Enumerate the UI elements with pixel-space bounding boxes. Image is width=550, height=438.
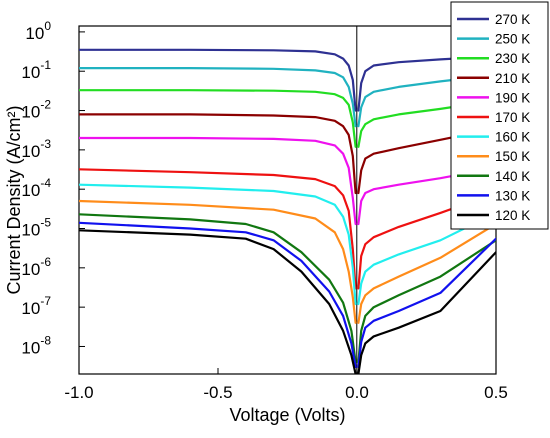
y-tick-exponent: -2 xyxy=(40,98,51,112)
plot-frame xyxy=(78,25,497,375)
y-tick-label: 10-1 xyxy=(21,58,51,82)
legend: 270 K 250 K 230 K 210 K 190 K 170 K 160 K 150 K… xyxy=(450,1,549,230)
y-tick-exponent: -6 xyxy=(40,255,51,269)
series-line-120k-right xyxy=(357,251,496,374)
series-line-190k-left xyxy=(79,136,357,226)
series-line-140k-right xyxy=(357,239,496,364)
y-tick-base: 10 xyxy=(25,24,44,43)
series-line-140k-left xyxy=(79,213,357,364)
ticks-layer: -1.0 -0.5 0.0 0.510010-110-210-310-410-510-… xyxy=(21,19,507,402)
y-tick-base: 10 xyxy=(21,221,40,240)
y-tick-base: 10 xyxy=(21,142,40,161)
x-axis-title: Voltage (Volts) xyxy=(229,405,345,425)
y-tick-exponent: 0 xyxy=(44,19,51,33)
series-line-210k-right xyxy=(357,127,496,195)
series-line-120k-left xyxy=(79,229,357,374)
series-line-270k-right xyxy=(357,55,496,112)
y-tick-base: 10 xyxy=(21,103,40,122)
y-tick-exponent: -4 xyxy=(40,176,51,190)
series-layer xyxy=(79,48,496,374)
y-tick-label: 10-7 xyxy=(21,294,51,318)
y-tick-base: 10 xyxy=(21,63,40,82)
series-line-210k-left xyxy=(79,113,357,195)
y-tick-base: 10 xyxy=(21,299,40,318)
y-tick-label: 10-8 xyxy=(21,333,51,357)
y-tick-label: 10-4 xyxy=(21,176,51,200)
y-tick-base: 10 xyxy=(21,260,40,279)
legend-label: 140 K xyxy=(495,169,530,184)
series-line-170k-right xyxy=(357,191,496,290)
series-line-170k-left xyxy=(79,168,357,290)
series-line-150k-left xyxy=(79,199,357,324)
series-line-230k-right xyxy=(357,99,496,148)
series-line-160k-left xyxy=(79,183,357,306)
y-tick-base: 10 xyxy=(21,338,40,357)
legend-label: 150 K xyxy=(495,149,530,164)
legend-label: 120 K xyxy=(495,208,530,223)
series-line-190k-right xyxy=(357,166,496,226)
series-line-150k-right xyxy=(357,222,496,324)
y-tick-exponent: -8 xyxy=(40,333,51,347)
y-tick-exponent: -1 xyxy=(40,58,51,72)
legend-label: 160 K xyxy=(495,130,530,145)
y-tick-label: 10-2 xyxy=(21,98,51,122)
series-line-250k-right xyxy=(357,73,496,128)
series-line-160k-right xyxy=(357,211,496,306)
legend-label: 190 K xyxy=(495,90,530,105)
legend-label: 250 K xyxy=(495,32,530,47)
series-line-270k-left xyxy=(79,48,357,112)
y-tick-base: 10 xyxy=(21,181,40,200)
series-line-230k-left xyxy=(79,89,357,148)
y-tick-exponent: -3 xyxy=(40,137,51,151)
y-tick-exponent: -5 xyxy=(40,216,51,230)
series-line-130k-left xyxy=(79,221,357,369)
series-line-250k-left xyxy=(79,66,357,128)
legend-label: 230 K xyxy=(495,51,530,66)
x-tick-label: 0.0 xyxy=(345,383,369,402)
x-tick-label: 0.5 xyxy=(484,383,508,402)
x-tick-label: -0.5 xyxy=(203,383,232,402)
legend-label: 270 K xyxy=(495,12,530,27)
legend-label: 130 K xyxy=(495,188,530,203)
y-axis-title: Current Density (A/cm²) xyxy=(4,105,24,294)
x-tick-label: -1.0 xyxy=(64,383,93,402)
y-tick-exponent: -7 xyxy=(40,294,51,308)
legend-label: 170 K xyxy=(495,110,530,125)
y-tick-label: 100 xyxy=(25,19,51,43)
y-tick-label: 10-3 xyxy=(21,137,51,161)
y-tick-label: 10-5 xyxy=(21,216,51,240)
series-line-130k-right xyxy=(357,237,496,369)
y-tick-label: 10-6 xyxy=(21,255,51,279)
legend-label: 210 K xyxy=(495,71,530,86)
